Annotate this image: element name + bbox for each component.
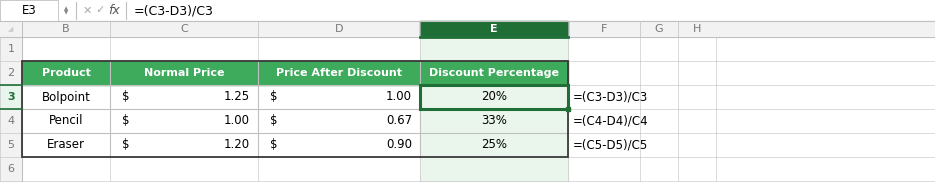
Bar [258,61,420,85]
Bar [0,85,22,109]
Text: 4: 4 [7,116,15,126]
Bar [420,133,568,157]
Bar [420,61,568,85]
Text: =(C4-D4)/C4: =(C4-D4)/C4 [573,115,649,128]
Text: 6: 6 [7,164,15,174]
Text: Bolpoint: Bolpoint [41,91,91,104]
Bar [420,37,568,61]
Text: Pencil: Pencil [49,115,83,128]
Text: B: B [63,24,70,34]
Text: Discount Percentage: Discount Percentage [429,68,559,78]
Bar [0,133,22,157]
Text: C: C [180,24,188,34]
Text: Product: Product [41,68,91,78]
Text: ✕: ✕ [82,5,92,16]
Text: ◢: ◢ [8,26,14,32]
Bar [0,37,935,61]
Text: 0.67: 0.67 [386,115,412,128]
Bar [420,157,568,181]
Bar [0,0,58,21]
Text: ▼: ▼ [64,10,68,15]
Text: 5: 5 [7,140,15,150]
Text: 20%: 20% [481,91,507,104]
Text: Normal Price: Normal Price [144,68,224,78]
Text: 1.20: 1.20 [223,139,250,152]
Text: 1.00: 1.00 [386,91,412,104]
Text: $: $ [270,139,278,152]
Text: ▲: ▲ [64,6,68,11]
Text: Eraser: Eraser [47,139,85,152]
Bar [420,85,568,109]
Text: G: G [654,24,663,34]
Text: F: F [601,24,607,34]
Bar [566,107,570,111]
Bar [110,61,258,85]
Text: E3: E3 [22,4,36,17]
Text: $: $ [270,91,278,104]
Text: 2: 2 [7,68,15,78]
Bar [0,157,22,181]
Bar [0,61,22,85]
Text: E: E [490,24,497,34]
Text: fx: fx [108,4,120,17]
Text: $: $ [122,139,130,152]
Text: 0.90: 0.90 [386,139,412,152]
Text: 33%: 33% [482,115,507,128]
Text: Price After Discount: Price After Discount [276,68,402,78]
Text: D: D [335,24,343,34]
Bar [0,0,935,21]
Text: 25%: 25% [481,139,507,152]
Text: 3: 3 [7,92,15,102]
Bar [0,37,22,61]
Text: ✓: ✓ [95,5,105,16]
Bar [0,157,935,181]
Bar [420,61,568,85]
Text: =(C5-D5)/C5: =(C5-D5)/C5 [573,139,648,152]
Bar [0,109,935,133]
Bar [22,61,110,85]
Text: 1.25: 1.25 [223,91,250,104]
Bar [0,109,22,133]
Bar [0,61,935,85]
Text: $: $ [122,115,130,128]
Text: =(C3-D3)/C3: =(C3-D3)/C3 [573,91,648,104]
Bar [420,21,568,37]
Text: $: $ [270,115,278,128]
Text: =(C3-D3)/C3: =(C3-D3)/C3 [134,4,214,17]
Bar [0,85,935,109]
Text: $: $ [122,91,130,104]
Bar [420,109,568,133]
Text: 1: 1 [7,44,15,54]
Bar [0,133,935,157]
Bar [22,61,568,157]
Bar [420,85,568,109]
Bar [0,21,935,37]
Text: H: H [693,24,701,34]
Text: 1.00: 1.00 [224,115,250,128]
